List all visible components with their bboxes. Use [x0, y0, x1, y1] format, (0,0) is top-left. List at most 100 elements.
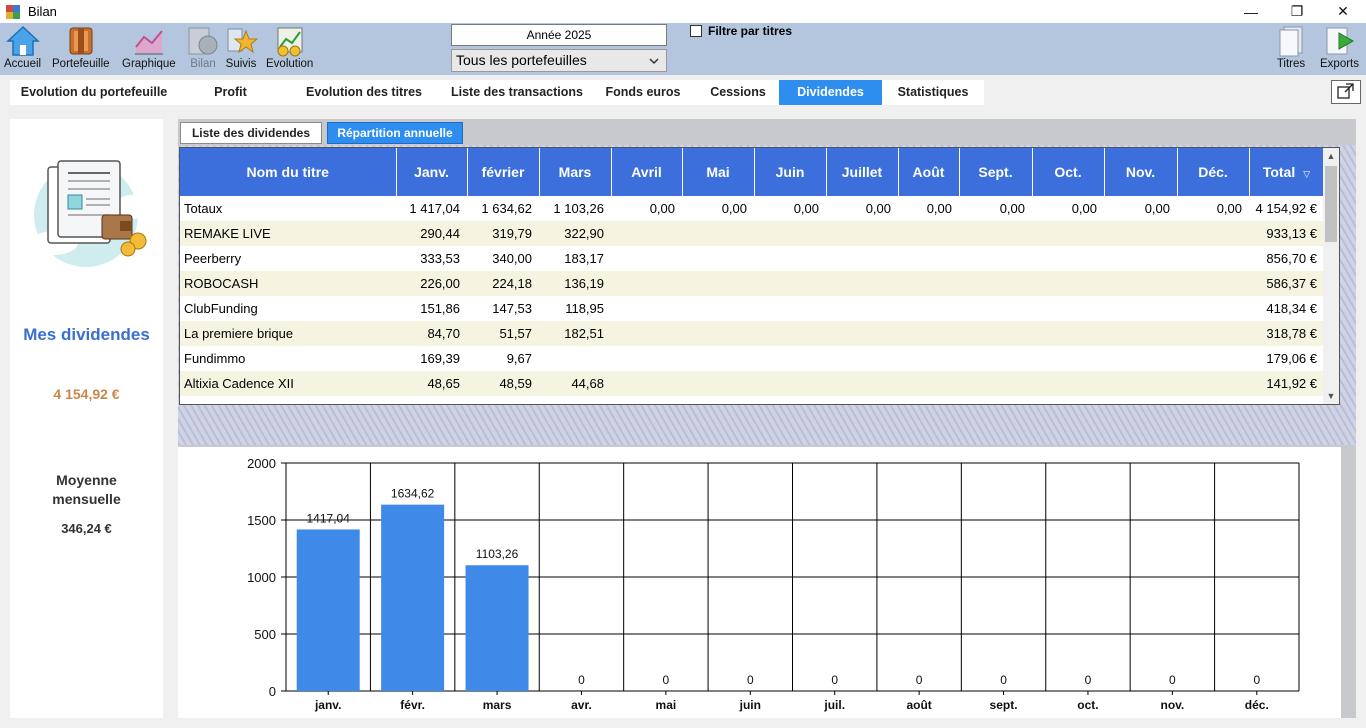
table-row[interactable]: Totaux 1 417,04 1 634,62 1 103,26 0,00 0,00 0,… [180, 196, 1324, 221]
row-title-cell: Peerberry [184, 251, 242, 266]
table-row[interactable]: La premiere brique 84,70 51,57 182,51 318,78… [180, 321, 1324, 346]
column-header[interactable]: Nov. [1104, 148, 1178, 196]
row-value-cell: 418,34 € [1266, 301, 1317, 316]
row-value-cell [539, 346, 611, 371]
column-header[interactable]: Déc. [1177, 148, 1250, 196]
filter-by-title-checkbox[interactable]: Filtre par titres [690, 24, 792, 38]
row-value-cell: 586,37 € [1249, 271, 1324, 296]
bilan-button[interactable]: Bilan [186, 25, 220, 70]
bar [296, 529, 360, 691]
row-value-cell: 183,17 [564, 251, 604, 266]
row-value-cell: 151,86 [420, 301, 460, 316]
y-tick-label: 2000 [247, 456, 276, 471]
row-value-cell: 48,59 [467, 371, 539, 396]
minimize-button[interactable]: — [1244, 3, 1258, 20]
row-value-cell [754, 321, 826, 346]
row-value-cell [959, 346, 1032, 371]
portfolio-select[interactable]: Tous les portefeuilles [451, 49, 667, 72]
titres-button[interactable]: Titres [1274, 25, 1308, 70]
x-tick-label: juil. [823, 698, 845, 712]
column-header[interactable]: Oct. [1032, 148, 1105, 196]
table-row[interactable]: Fundimmo 169,39 9,67 179,06 € [180, 346, 1324, 371]
toolbar: Accueil Portefeuille Graphique Bilan Sui… [0, 23, 1366, 75]
tab-cessions[interactable]: Cessions [710, 85, 766, 99]
row-value-cell [959, 321, 1032, 346]
row-value-cell [959, 296, 1032, 321]
maximize-button[interactable]: ❐ [1290, 3, 1304, 19]
x-tick-label: déc. [1245, 698, 1269, 712]
row-value-cell [1104, 346, 1177, 371]
row-value-cell [826, 346, 898, 371]
graphique-button[interactable]: Graphique [122, 25, 176, 70]
tab-statistiques[interactable]: Statistiques [897, 85, 969, 99]
scroll-thumb[interactable] [1325, 166, 1337, 242]
column-header[interactable]: Sept. [959, 148, 1033, 196]
row-value-cell [611, 296, 682, 321]
row-value-cell: 226,00 [396, 271, 467, 296]
column-header[interactable]: Total ▽ [1249, 148, 1325, 196]
column-header[interactable]: Nom du titre [180, 148, 397, 196]
row-value-cell [682, 271, 754, 296]
column-header[interactable]: Avril [611, 148, 683, 196]
row-value-cell: 0,00 [999, 201, 1025, 216]
column-header[interactable]: Janv. [396, 148, 468, 196]
row-value-cell [1104, 221, 1177, 246]
popout-button[interactable] [1331, 80, 1361, 104]
scroll-up-icon[interactable]: ▲ [1326, 151, 1336, 161]
row-value-cell: 290,44 [396, 221, 467, 246]
row-value-cell: 141,92 € [1249, 371, 1324, 396]
dividends-illustration-icon [24, 157, 150, 270]
tab-dividendes[interactable]: Dividendes [779, 80, 882, 105]
row-value-cell [959, 246, 1032, 271]
column-header[interactable]: Mai [682, 148, 755, 196]
close-button[interactable]: ✕ [1337, 3, 1349, 19]
row-title-cell: Altixia Cadence XII [180, 371, 396, 396]
row-value-cell [754, 371, 826, 396]
row-value-cell: 147,53 [492, 301, 532, 316]
suivis-button[interactable]: Suivis [224, 25, 259, 70]
column-header[interactable]: Juin [754, 148, 827, 196]
column-header[interactable]: Juillet [826, 148, 899, 196]
home-icon [5, 25, 40, 57]
row-value-cell [1032, 271, 1104, 296]
tab-liste-transactions[interactable]: Liste des transactions [451, 85, 583, 99]
row-value-cell [898, 321, 959, 346]
table-row[interactable]: Altixia Cadence XII 48,65 48,59 44,68 141,92… [180, 371, 1324, 396]
x-tick-label: juin [739, 698, 761, 712]
scroll-down-icon[interactable]: ▼ [1326, 391, 1336, 401]
exports-button[interactable]: Exports [1320, 25, 1359, 70]
row-value-cell [1104, 246, 1177, 271]
row-value-cell [1177, 246, 1249, 271]
tab-evolution-titres[interactable]: Evolution des titres [306, 85, 422, 99]
vertical-scrollbar[interactable]: ▲ ▼ [1323, 148, 1339, 404]
evolution-button[interactable]: Evolution [266, 25, 313, 70]
table-row[interactable]: Peerberry 333,53 340,00 183,17 856,70 € [180, 246, 1324, 271]
x-tick-label: sept. [990, 698, 1018, 712]
row-value-cell [682, 246, 754, 271]
portefeuille-button[interactable]: Portefeuille [52, 25, 110, 70]
tab-evolution-portefeuille[interactable]: Evolution du portefeuille [20, 85, 168, 99]
row-value-cell [754, 221, 826, 246]
year-field[interactable]: Année 2025 [451, 24, 667, 46]
accueil-button[interactable]: Accueil [4, 25, 41, 70]
tab-fonds-euros[interactable]: Fonds euros [605, 85, 681, 99]
table-row[interactable]: ROBOCASH 226,00 224,18 136,19 586,37 € [180, 271, 1324, 296]
checkbox-box[interactable] [690, 25, 702, 37]
column-header[interactable]: Août [898, 148, 960, 196]
row-value-cell: 0,00 [865, 201, 891, 216]
column-header[interactable]: février [467, 148, 540, 196]
tab-profit[interactable]: Profit [214, 85, 247, 99]
row-value-cell [1177, 346, 1249, 371]
row-value-cell [826, 221, 898, 246]
x-tick-label: mars [483, 698, 512, 712]
x-tick-label: mai [656, 698, 677, 712]
row-value-cell [826, 371, 898, 396]
row-value-cell [611, 346, 682, 371]
subtab-dividend-list[interactable]: Liste des dividendes [180, 122, 322, 144]
table-row[interactable]: REMAKE LIVE 290,44 319,79 322,90 933,13 € [180, 221, 1324, 246]
row-value-cell [611, 321, 682, 346]
table-row[interactable]: ClubFunding 151,86 147,53 118,95 418,34 € [180, 296, 1324, 321]
subtab-annual-breakdown[interactable]: Répartition annuelle [327, 122, 463, 144]
row-value-cell: 44,68 [539, 371, 611, 396]
column-header[interactable]: Mars [539, 148, 612, 196]
